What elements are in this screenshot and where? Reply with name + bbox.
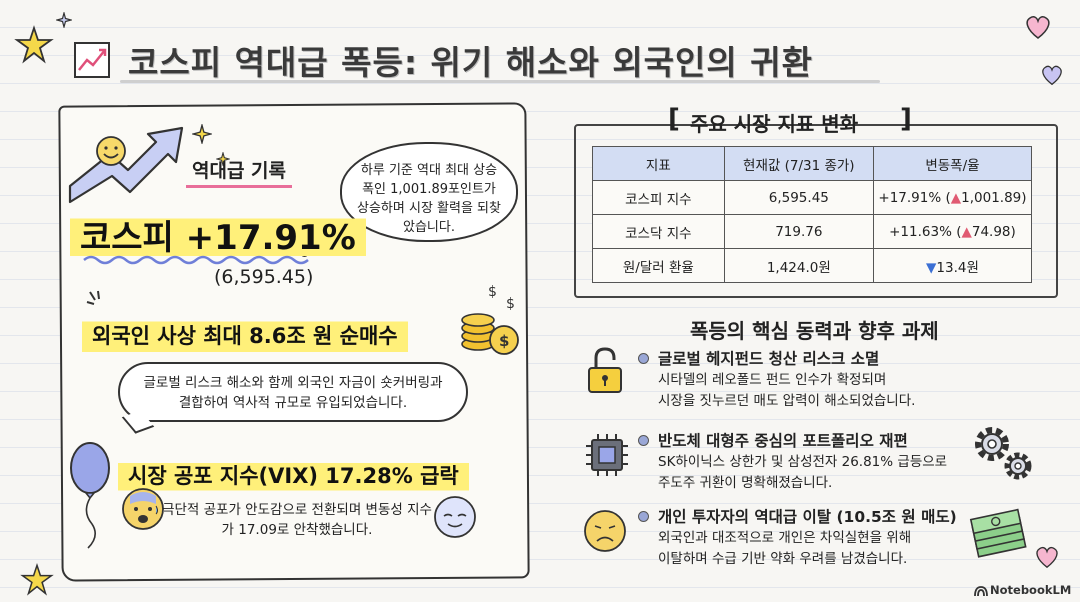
indicator-change: ▼13.4원 bbox=[872, 248, 1033, 283]
indicator-change: +11.63% (▲74.98) bbox=[872, 214, 1033, 249]
drivers-title: 폭등의 핵심 동력과 향후 과제 bbox=[690, 319, 939, 343]
vix-headline: 시장 공포 지수(VIX) 17.28% 급락 bbox=[118, 458, 469, 492]
notebooklm-logo-icon bbox=[974, 586, 988, 597]
change-text: +17.91% ( bbox=[878, 189, 951, 206]
sad-face-icon bbox=[584, 510, 626, 552]
down-arrow-icon: ▼ bbox=[926, 259, 937, 276]
smiley-icon bbox=[96, 136, 126, 166]
kospi-headline: 코스피 +17.91% bbox=[70, 208, 366, 260]
driver-description: 외국인과 대조적으로 개인은 차익실현을 위해 이탈하며 수급 기반 약화 우려… bbox=[658, 528, 911, 570]
column-header: 지표 bbox=[592, 146, 725, 181]
page-title: 코스피 역대급 폭등: 위기 해소와 외국인의 귀환 bbox=[128, 43, 813, 82]
gears-icon bbox=[975, 427, 1032, 480]
table-row: 원/달러 환율 1,424.0원 ▼13.4원 bbox=[592, 248, 1033, 283]
driver-line: 주도주 귀환이 명확해졌습니다. bbox=[658, 474, 833, 491]
bullet-dot bbox=[638, 435, 649, 446]
vix-description: 극단적 공포가 안도감으로 전환되며 변동성 지수가 17.09로 안착했습니다… bbox=[162, 502, 432, 539]
bullet-dot bbox=[638, 511, 649, 522]
driver-line: 시타델의 레오폴드 펀드 인수가 확정되며 bbox=[658, 372, 887, 388]
change-delta: 1,001.89) bbox=[961, 189, 1027, 206]
up-arrow-icon: ▲ bbox=[950, 189, 962, 206]
emphasis-lines-icon bbox=[86, 290, 100, 305]
speech-bubble: 글로벌 리스크 해소와 함께 외국인 자금이 숏커버링과 결합하여 역사적 규모… bbox=[118, 362, 468, 422]
indicator-value: 1,424.0원 bbox=[723, 248, 874, 283]
svg-text:$: $ bbox=[506, 296, 515, 312]
change-delta: 74.98) bbox=[971, 223, 1016, 240]
bracket-left: [ bbox=[668, 104, 680, 134]
column-header: 변동폭/율 bbox=[872, 146, 1033, 181]
driver-description: SK하이닉스 상한가 및 삼성전자 26.81% 급등으로 주도주 귀환이 명확… bbox=[658, 452, 947, 494]
anxious-face-icon bbox=[122, 488, 164, 530]
driver-line: SK하이닉스 상한가 및 삼성전자 26.81% 급등으로 bbox=[658, 454, 948, 470]
driver-line: 시장을 짓누르던 매도 압력이 해소되었습니다. bbox=[658, 392, 916, 409]
table-header-row: 지표 현재값 (7/31 종가) 변동폭/율 bbox=[592, 146, 1033, 181]
table-title: 주요 시장 지표 변화 bbox=[690, 112, 859, 136]
heart-icon bbox=[1042, 65, 1062, 86]
market-indicator-table: 지표 현재값 (7/31 종가) 변동폭/율 코스피 지수 6,595.45 +… bbox=[592, 146, 1033, 283]
driver-heading: 글로벌 헤지펀드 청산 리스크 소멸 bbox=[658, 350, 880, 368]
column-header: 현재값 (7/31 종가) bbox=[723, 146, 874, 181]
foreign-buying-headline: 외국인 사상 최대 8.6조 원 순매수 bbox=[82, 316, 408, 354]
wavy-underline bbox=[83, 255, 309, 265]
driver-description: 시타델의 레오폴드 펀드 인수가 확정되며 시장을 짓누르던 매도 압력이 해소… bbox=[658, 370, 915, 412]
change-text: +11.63% ( bbox=[889, 223, 962, 240]
up-arrow-icon: ▲ bbox=[961, 223, 972, 240]
bracket-right: ] bbox=[900, 104, 912, 134]
table-row: 코스피 지수 6,595.45 +17.91% (▲1,001.89) bbox=[592, 180, 1033, 215]
indicator-name: 코스닥 지수 bbox=[592, 214, 725, 249]
table-frame bbox=[574, 124, 1058, 298]
title-underline bbox=[120, 80, 880, 83]
brand-label: NotebookLM bbox=[990, 583, 1072, 597]
driver-line: 외국인과 대조적으로 개인은 차익실현을 위해 bbox=[658, 530, 912, 546]
relieved-face-icon bbox=[434, 496, 476, 538]
record-label: 역대급 기록 bbox=[186, 156, 293, 188]
indicator-value: 6,595.45 bbox=[723, 180, 874, 215]
indicator-change: +17.91% (▲1,001.89) bbox=[872, 180, 1033, 215]
heart-icon bbox=[1036, 546, 1058, 569]
unlocked-padlock-icon bbox=[588, 347, 622, 393]
balloon-icon bbox=[70, 442, 110, 549]
indicator-name: 코스피 지수 bbox=[592, 180, 725, 215]
coins-icon: $ $ $ bbox=[461, 284, 519, 355]
thought-bubble: 하루 기준 역대 최대 상승폭인 1,001.89포인트가 상승하며 시장 활력… bbox=[340, 142, 518, 242]
cash-stack-icon bbox=[969, 508, 1027, 558]
star-icon bbox=[14, 25, 54, 64]
driver-heading: 반도체 대형주 중심의 포트폴리오 재편 bbox=[658, 432, 908, 450]
driver-heading: 개인 투자자의 역대급 이탈 (10.5조 원 매도) bbox=[658, 508, 957, 526]
bullet-dot bbox=[638, 353, 649, 364]
star-icon bbox=[20, 562, 54, 596]
svg-text:$: $ bbox=[488, 284, 497, 300]
change-delta: 13.4원 bbox=[936, 259, 979, 276]
table-row: 코스닥 지수 719.76 +11.63% (▲74.98) bbox=[592, 214, 1033, 249]
sparkle-icon bbox=[192, 124, 212, 144]
svg-text:$: $ bbox=[499, 332, 509, 350]
sparkle-icon bbox=[56, 12, 72, 28]
heart-icon bbox=[1026, 16, 1050, 39]
kospi-value: (6,595.45) bbox=[214, 266, 314, 288]
indicator-value: 719.76 bbox=[723, 214, 874, 249]
chip-icon bbox=[586, 434, 628, 476]
sparkle-icon bbox=[216, 152, 230, 166]
chart-up-icon bbox=[74, 42, 110, 78]
indicator-name: 원/달러 환율 bbox=[592, 248, 725, 283]
driver-line: 이탈하며 수급 기반 약화 우려를 남겼습니다. bbox=[658, 550, 908, 567]
